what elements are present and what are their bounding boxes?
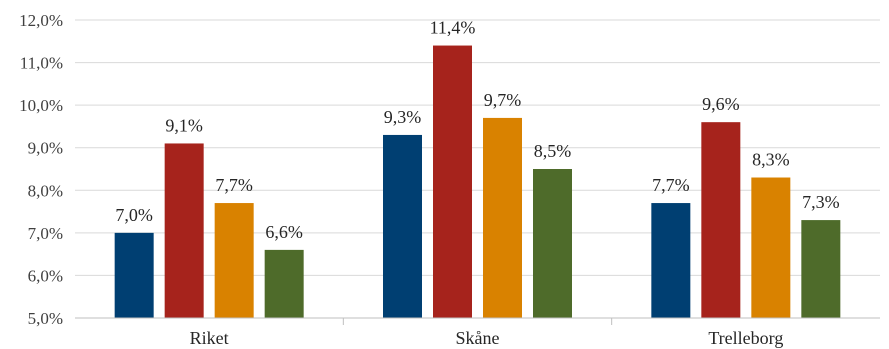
bar	[483, 117, 522, 319]
data-label: 6,6%	[265, 222, 303, 242]
x-category-label: Trelleborg	[708, 328, 783, 348]
bar	[114, 232, 154, 318]
bar	[164, 143, 204, 318]
bars	[114, 45, 841, 319]
bar	[751, 177, 791, 318]
bar	[533, 169, 572, 318]
data-label: 9,1%	[165, 115, 203, 135]
data-label: 11,4%	[430, 18, 476, 38]
data-label: 8,3%	[752, 150, 790, 170]
data-label: 7,3%	[802, 192, 840, 212]
data-label: 8,5%	[534, 141, 572, 161]
y-tick-label: 12,0%	[19, 11, 63, 30]
y-tick-label: 7,0%	[28, 224, 63, 243]
data-label: 9,6%	[702, 94, 740, 114]
gridlines	[75, 19, 880, 276]
y-tick-label: 10,0%	[19, 96, 63, 115]
bar	[383, 134, 422, 318]
bar	[214, 203, 254, 318]
bar	[433, 45, 472, 319]
y-axis-tick-labels: 5,0% 6,0% 7,0% 8,0% 9,0% 10,0% 11,0% 12,0%	[19, 11, 63, 328]
x-category-label: Riket	[190, 328, 229, 348]
x-category-label: Skåne	[456, 328, 500, 348]
bar	[701, 122, 741, 319]
y-tick-label: 6,0%	[28, 266, 63, 285]
y-tick-label: 5,0%	[28, 309, 63, 328]
data-label: 9,7%	[484, 90, 522, 110]
data-label: 7,7%	[215, 175, 253, 195]
y-tick-label: 11,0%	[20, 54, 63, 73]
y-tick-label: 8,0%	[28, 181, 63, 200]
data-label: 7,0%	[115, 205, 153, 225]
bar	[801, 220, 841, 318]
data-label: 9,3%	[384, 107, 422, 127]
x-axis: Riket Skåne Trelleborg	[75, 317, 880, 348]
data-label: 7,7%	[652, 175, 690, 195]
y-tick-label: 9,0%	[28, 139, 63, 158]
bar	[651, 203, 691, 318]
data-labels: 7,0% 9,1% 7,7% 6,6% 9,3% 11,4% 9,7% 8,5% 7,7% 9,6…	[115, 18, 839, 242]
bar	[264, 249, 304, 318]
